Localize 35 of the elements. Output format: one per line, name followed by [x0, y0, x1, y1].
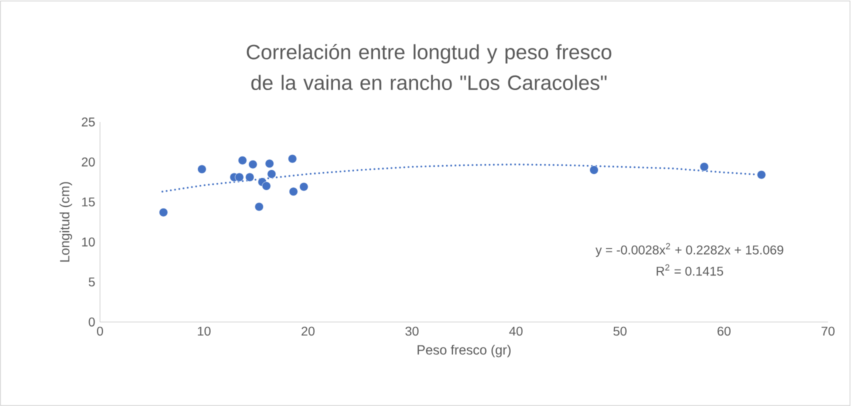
chart-title: Correlación entre longtud y peso fresco de la vaina en rancho "Los Caracoles"	[246, 44, 612, 90]
x-tick-label: 60	[718, 326, 731, 336]
point	[248, 160, 258, 169]
annotation: y = -0.0028x$^{2}$ + 0.2282x + 15.069	[596, 243, 784, 257]
y-tick-label: 20	[82, 158, 95, 166]
point	[299, 182, 308, 192]
y-tick-label: 0	[88, 318, 95, 326]
point	[265, 159, 274, 168]
annotation: R$^{2}$ = 0.1415	[656, 264, 724, 276]
x-tick-label: 40	[509, 326, 523, 336]
y-tick-label: 15	[82, 198, 95, 206]
x-axis-title: Peso fresco (gr)	[418, 344, 511, 358]
x-tick-label: 0	[96, 326, 104, 336]
point	[238, 156, 247, 165]
point	[234, 172, 244, 182]
x-tick-label: 70	[822, 326, 835, 336]
point	[197, 164, 206, 174]
point	[590, 166, 598, 174]
x-tick-label: 10	[198, 326, 211, 336]
point	[700, 162, 709, 172]
y-tick-label: 25	[82, 118, 95, 126]
x-tick-label: 30	[405, 326, 419, 336]
point	[158, 208, 168, 217]
y-tick-label: 5	[88, 278, 95, 286]
point	[245, 172, 254, 182]
point	[267, 170, 276, 178]
point	[288, 154, 297, 164]
point	[756, 170, 766, 180]
point	[254, 202, 264, 212]
x-tick-label: 50	[613, 326, 627, 336]
y-axis-title: Longitud (cm)	[60, 182, 72, 262]
point	[262, 182, 271, 190]
y-tick-label: 10	[82, 238, 95, 246]
point	[288, 187, 298, 196]
x-tick-label: 20	[302, 326, 315, 336]
